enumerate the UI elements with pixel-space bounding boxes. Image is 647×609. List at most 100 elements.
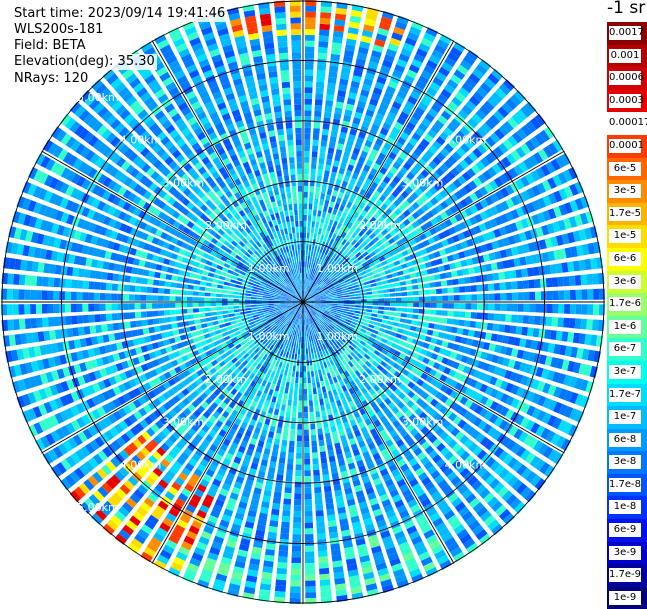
- ppi-cell: [228, 306, 234, 309]
- ppi-cell: [251, 292, 257, 295]
- ppi-cell: [222, 290, 228, 294]
- ppi-cell: [170, 316, 176, 322]
- ppi-cell: [321, 217, 325, 223]
- ppi-cell: [204, 293, 210, 297]
- ppi-cell: [304, 319, 305, 325]
- ppi-cell: [374, 326, 380, 331]
- ppi-cell: [299, 377, 302, 383]
- ppi-cell: [303, 256, 305, 262]
- ppi-cell: [331, 402, 337, 409]
- ppi-cell: [349, 302, 355, 304]
- ppi-cell: [269, 426, 275, 433]
- ppi-cell: [332, 124, 339, 131]
- ppi-cell: [533, 328, 540, 337]
- ppi-cell: [329, 378, 334, 385]
- ppi-cell: [312, 221, 316, 227]
- ppi-cell: [428, 323, 435, 329]
- ppi-cell: [448, 287, 454, 293]
- ppi-cell: [36, 290, 42, 300]
- ppi-cell: [304, 389, 307, 395]
- ppi-cell: [382, 280, 388, 284]
- ppi-cell: [297, 337, 299, 343]
- ppi-cell: [315, 187, 320, 193]
- ppi-cell: [355, 308, 361, 311]
- ppi-cell: [235, 285, 241, 289]
- ppi-cell: [286, 470, 293, 476]
- ppi-cell: [193, 291, 199, 295]
- ppi-cell: [18, 289, 24, 300]
- ppi-cell: [321, 6, 332, 13]
- ppi-cell: [246, 287, 252, 290]
- ppi-cell: [130, 321, 137, 328]
- ppi-cell: [106, 304, 112, 311]
- ppi-cell: [305, 58, 314, 64]
- ppi-cell: [288, 400, 292, 406]
- ppi-cell: [280, 368, 284, 374]
- ppi-cell: [287, 458, 293, 464]
- ppi-cell: [204, 333, 211, 339]
- ppi-cell: [396, 293, 402, 297]
- ppi-cell: [320, 303, 326, 304]
- ppi-cell: [392, 327, 399, 332]
- ppi-cell: [372, 306, 378, 309]
- ppi-cell: [344, 298, 350, 300]
- ppi-cell: [234, 309, 240, 312]
- ppi-cell: [403, 269, 410, 275]
- ppi-cell: [363, 322, 369, 326]
- ppi-cell: [460, 303, 466, 309]
- ppi-cell: [299, 343, 301, 349]
- ppi-cell: [229, 333, 236, 338]
- ppi-cell: [308, 209, 312, 215]
- ppi-cell: [289, 365, 293, 371]
- ppi-cell: [276, 427, 282, 434]
- ppi-cell: [257, 304, 263, 306]
- ppi-cell: [257, 295, 263, 297]
- ppi-cell: [322, 129, 329, 136]
- ppi-cell: [262, 304, 268, 306]
- ppi-cell: [425, 296, 431, 301]
- ppi-cell: [266, 543, 276, 550]
- ppi-cell: [314, 245, 317, 251]
- ppi-cell: [500, 314, 506, 322]
- ppi-cell: [328, 207, 333, 214]
- ppi-cell: [325, 367, 329, 373]
- ppi-cell: [228, 303, 234, 306]
- ppi-cell: [176, 309, 182, 314]
- ppi-cell: [171, 275, 178, 281]
- ppi-cell: [413, 303, 419, 307]
- ppi-cell: [299, 395, 303, 401]
- ppi-cell: [541, 304, 547, 313]
- ppi-cell: [331, 467, 338, 474]
- ppi-cell: [193, 297, 199, 301]
- ppi-cell: [349, 305, 355, 307]
- ppi-cell: [251, 302, 257, 304]
- ppi-cell: [329, 201, 334, 208]
- ppi-cell: [528, 316, 535, 325]
- ppi-cell: [55, 329, 62, 339]
- ppi-cell: [262, 298, 268, 300]
- ppi-cell: [193, 308, 199, 312]
- ppi-cell: [89, 281, 95, 289]
- ppi-cell: [296, 366, 299, 372]
- ppi-cell: [313, 464, 320, 470]
- ppi-cell: [314, 198, 318, 204]
- ppi-cell: [204, 303, 210, 307]
- ppi-cell: [217, 285, 223, 289]
- ppi-cell: [164, 303, 170, 308]
- ppi-cell: [135, 303, 141, 309]
- ppi-cell: [36, 304, 42, 314]
- ppi-cell: [400, 281, 406, 286]
- ppi-cell: [326, 212, 331, 219]
- ppi-cell: [135, 286, 141, 293]
- ppi-cell: [319, 35, 329, 42]
- ppi-cell: [332, 431, 338, 438]
- ppi-cell: [305, 546, 314, 552]
- ppi-cell: [312, 452, 318, 458]
- ppi-cell: [349, 307, 355, 310]
- ppi-cell: [321, 140, 328, 147]
- ppi-cell: [495, 304, 501, 311]
- ppi-cell: [274, 303, 280, 304]
- ppi-cell: [305, 41, 315, 47]
- ppi-cell: [36, 318, 43, 328]
- ppi-cell: [194, 280, 200, 285]
